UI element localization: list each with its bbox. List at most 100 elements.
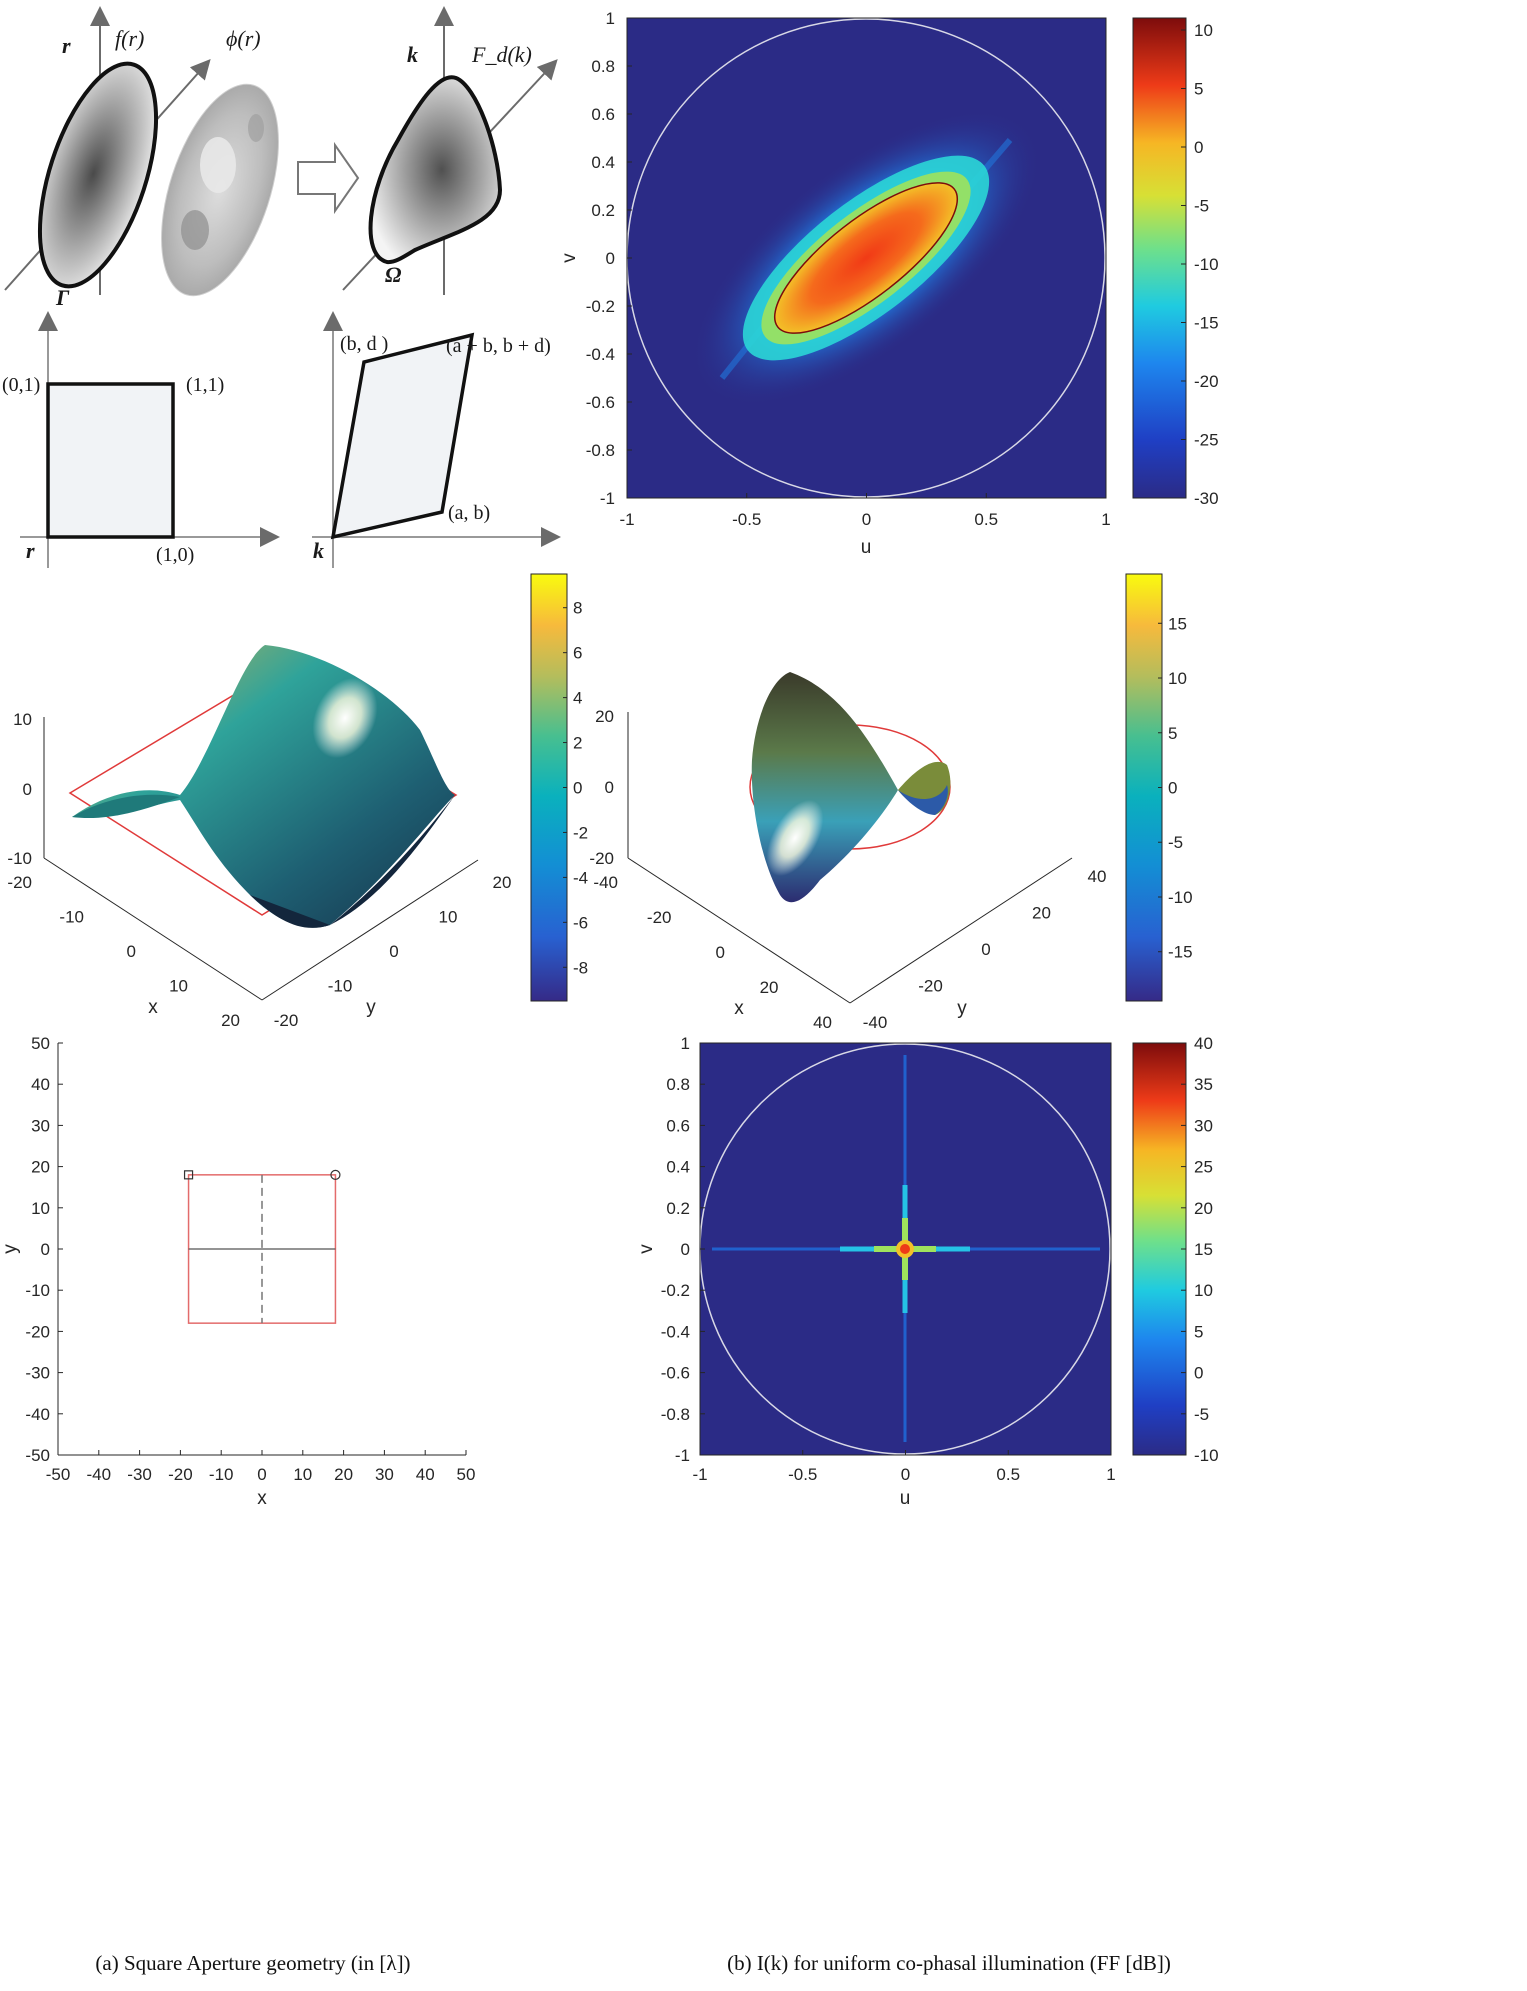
x-tick-label: -20 <box>168 1465 193 1484</box>
colorbar-tick-label: 10 <box>1194 1281 1213 1300</box>
y-tick-label: 20 <box>31 1158 50 1177</box>
label-k-top: k <box>407 42 418 67</box>
y-tick-label: 0.8 <box>666 1075 690 1094</box>
y-axis-label: v <box>636 1244 657 1254</box>
y-tick-label: -0.8 <box>586 441 615 460</box>
z-tick-label: 10 <box>13 710 32 729</box>
y-tick-label: 0.8 <box>591 57 615 76</box>
label-f-r: f(r) <box>115 26 144 51</box>
colorbar-tick-labels: 8 6 4 2 0 -2 -4 -6 -8 <box>563 599 588 977</box>
y-axis-label: y <box>957 998 967 1019</box>
mapping-arrow <box>297 141 360 215</box>
x-tick-label: -10 <box>209 1465 234 1484</box>
y-tick-label: -0.4 <box>586 345 615 364</box>
x-tick-label: -50 <box>46 1465 71 1484</box>
x-tick-label: 0 <box>257 1465 266 1484</box>
chart-far-field-square: 1 0.8 0.6 0.4 0.2 0 -0.2 -0.4 -0.6 -0.8 -1 -1 -0.5 0… <box>636 1034 1219 1509</box>
z-tick-label: 20 <box>595 707 614 726</box>
square-marker <box>183 1170 194 1180</box>
x-tick-label: 0 <box>716 943 725 962</box>
colorbar-tick-label: 15 <box>1194 1240 1213 1259</box>
x-tick-labels: -40 -20 0 20 40 <box>593 873 832 1032</box>
x-tick-label: 40 <box>416 1465 435 1484</box>
x-tick-labels: -1 -0.5 0 0.5 1 <box>692 1450 1116 1484</box>
x-tick-label: -40 <box>593 873 618 892</box>
x-tick-label: 20 <box>221 1011 240 1030</box>
y-tick-labels: 1 0.8 0.6 0.4 0.2 0 -0.2 -0.4 -0.6 -0.8 -1 <box>586 9 632 508</box>
colorbar-tick-label: 25 <box>1194 1158 1213 1177</box>
phase-blob <box>248 114 264 142</box>
y-tick-label: -30 <box>25 1364 50 1383</box>
z-tick-label: 0 <box>605 778 614 797</box>
x-tick-label: 0 <box>127 942 136 961</box>
label-Fd-k: F_d(k) <box>471 42 532 67</box>
colorbar-tick-label: 40 <box>1194 1034 1213 1053</box>
y-tick-label: 1 <box>681 1034 690 1053</box>
z-tick-labels: 10 0 -10 <box>7 710 32 868</box>
label-gamma: Γ <box>55 285 70 310</box>
x-tick-label: 1 <box>1106 1465 1115 1484</box>
saddle-left-lobe <box>72 794 180 819</box>
colorbar <box>1132 17 1187 499</box>
specular-highlight <box>766 800 824 876</box>
y-tick-label: -0.6 <box>661 1364 690 1383</box>
colorbar-tick-label: 35 <box>1194 1075 1213 1094</box>
x-tick-label: 0.5 <box>974 510 998 529</box>
y-tick-label: 0 <box>981 940 990 959</box>
colorbar-tick-label: 0 <box>1168 779 1177 798</box>
colorbar-tick-label: -10 <box>1194 255 1219 274</box>
x-tick-label: 10 <box>293 1465 312 1484</box>
x-tick-label: -10 <box>59 908 84 927</box>
specular-highlight <box>312 677 378 759</box>
colorbar-tick-label: -25 <box>1194 431 1219 450</box>
colorbar <box>1132 1042 1187 1456</box>
y-axis-label: v <box>559 253 580 263</box>
main-lobe-core <box>900 1244 910 1254</box>
colorbar-tick-label: 10 <box>1194 21 1213 40</box>
phase-blob <box>181 210 209 250</box>
label-omega: Ω <box>385 262 402 287</box>
x-tick-label: 20 <box>760 978 779 997</box>
y-tick-label: 10 <box>31 1199 50 1218</box>
y-axis-line <box>849 857 1073 1004</box>
colorbar-tick-label: -2 <box>573 823 588 842</box>
z-tick-label: 0 <box>23 780 32 799</box>
y-tick-label: -40 <box>863 1013 888 1032</box>
saddle-surface <box>72 645 455 928</box>
y-tick-label: -0.2 <box>661 1281 690 1300</box>
label-r-top: r <box>62 33 71 58</box>
corner-0-1: (0,1) <box>2 374 40 396</box>
x-tick-label: 0.5 <box>996 1465 1020 1484</box>
x-axis-line <box>43 857 263 1001</box>
unit-square <box>46 382 175 539</box>
y-axis-label: y <box>366 997 376 1018</box>
y-tick-label: 50 <box>31 1034 50 1053</box>
z-tick-labels: 20 0 -20 <box>589 707 614 868</box>
colorbar-tick-label: 0 <box>1194 138 1203 157</box>
x-tick-label: -40 <box>87 1465 112 1484</box>
circle-marker <box>330 1169 341 1180</box>
y-axis-label: y <box>0 1244 21 1254</box>
y-tick-label: -20 <box>918 977 943 996</box>
colorbar-tick-label: -5 <box>1194 197 1209 216</box>
x-tick-label: -30 <box>127 1465 152 1484</box>
y-tick-label: -0.4 <box>661 1322 690 1341</box>
y-tick-labels: 1 0.8 0.6 0.4 0.2 0 -0.2 -0.4 -0.6 -0.8 -1 <box>661 1034 705 1465</box>
x-axis-label: x <box>148 997 158 1018</box>
x-tick-label: 10 <box>169 977 188 996</box>
colorbar-tick-label: 5 <box>1168 724 1177 743</box>
colorbar-tick-label: 15 <box>1168 614 1187 633</box>
phase-blob <box>200 137 236 193</box>
y-tick-label: 0 <box>681 1240 690 1259</box>
colorbar-tick-label: -5 <box>1194 1405 1209 1424</box>
x-tick-label: 40 <box>813 1013 832 1032</box>
aperture-outline <box>68 677 458 916</box>
label-r-bottom: r <box>26 538 35 563</box>
colorbar-tick-labels: 10 5 0 -5 -10 -15 -20 -25 -30 <box>1181 21 1219 508</box>
y-tick-label: -1 <box>675 1446 690 1465</box>
aperture-geometry <box>183 1169 341 1324</box>
y-tick-label: 0.2 <box>591 201 615 220</box>
x-axis-line <box>627 857 851 1004</box>
y-tick-label: 0.6 <box>666 1116 690 1135</box>
